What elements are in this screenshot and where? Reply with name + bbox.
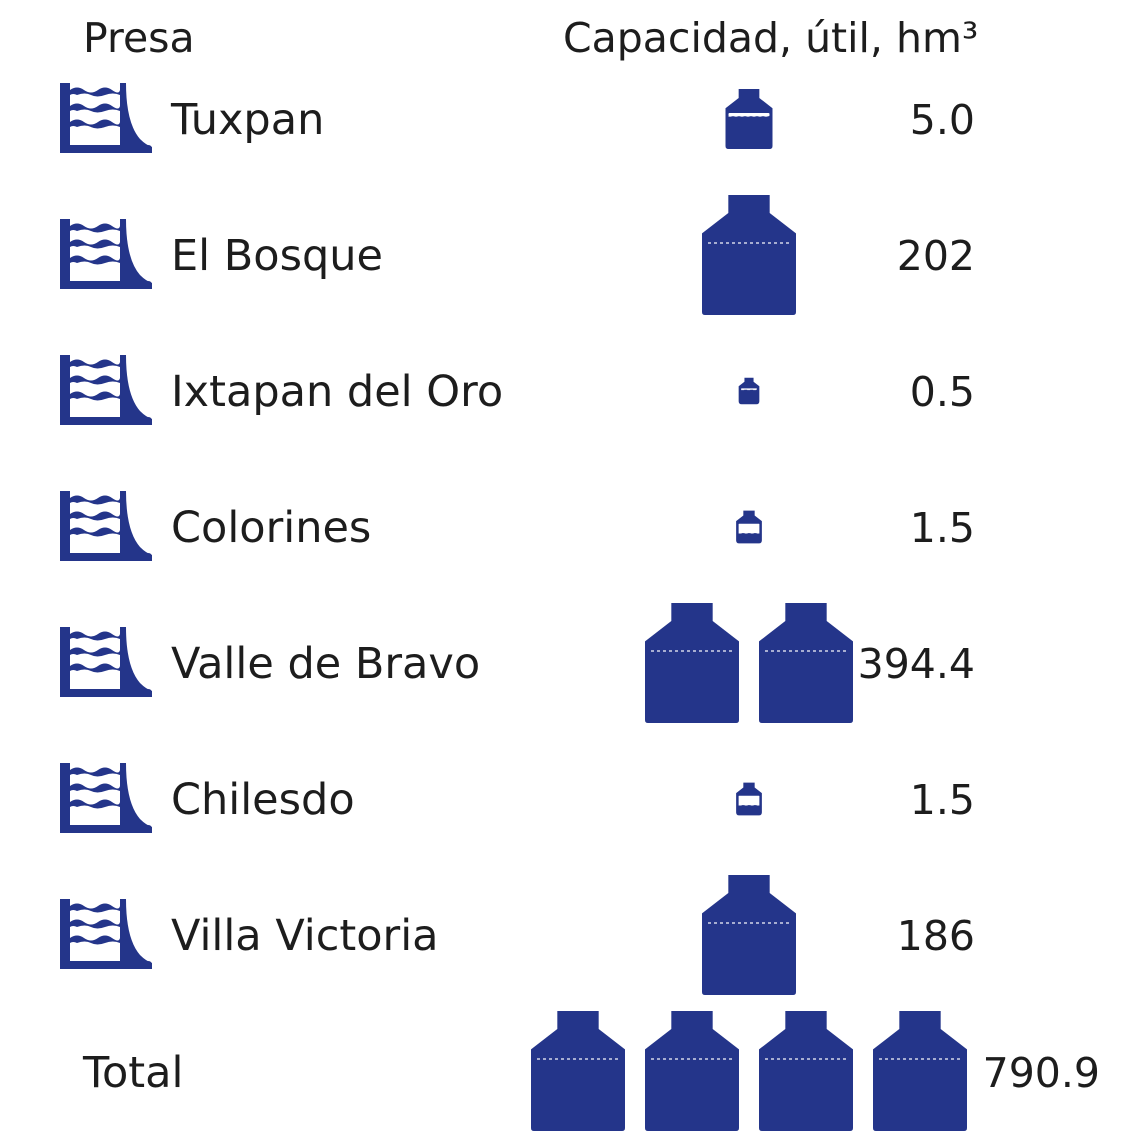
rows-group: Tuxpan 5.0 El Bosque 202 Ixtapan del Oro 0.5 C… (60, 83, 975, 995)
row-name: Colorines (171, 503, 371, 553)
row-value: 5.0 (910, 96, 975, 144)
total-label: Total (82, 1048, 183, 1098)
table-row: Colorines 1.5 (60, 491, 975, 561)
table-row: Tuxpan 5.0 (60, 83, 975, 153)
dam-icon (60, 219, 152, 289)
row-4-container-1 (736, 510, 762, 544)
row-value: 394.4 (858, 640, 975, 688)
row-name: Villa Victoria (171, 911, 439, 961)
table-row: El Bosque 202 (60, 195, 975, 315)
row-value: 0.5 (910, 368, 975, 416)
row-1-container-1 (725, 89, 773, 149)
table-row: Chilesdo 1.5 (60, 763, 975, 833)
row-value: 1.5 (910, 504, 975, 552)
table-row: Ixtapan del Oro 0.5 (60, 355, 975, 425)
row-5-container-1 (645, 603, 739, 723)
row-3-container-1 (738, 377, 760, 405)
dam-icon (60, 491, 152, 561)
total-row: Total 790.9 (82, 1011, 1100, 1131)
row-7-container-1 (702, 875, 796, 995)
total-value: 790.9 (983, 1049, 1100, 1097)
dam-icon (60, 83, 152, 153)
row-name: Tuxpan (170, 95, 324, 145)
row-value: 202 (897, 232, 975, 280)
dam-icon (60, 355, 152, 425)
column-header-presa: Presa (83, 14, 195, 62)
total-container-1 (531, 1011, 625, 1131)
dam-icon (60, 899, 152, 969)
total-container-2 (645, 1011, 739, 1131)
total-container-3 (759, 1011, 853, 1131)
row-5-container-2 (759, 603, 853, 723)
dam-icon (60, 627, 152, 697)
total-bottles (531, 1011, 967, 1131)
row-name: El Bosque (171, 231, 383, 281)
table-row: Valle de Bravo 394.4 (60, 603, 975, 723)
row-name: Valle de Bravo (171, 639, 480, 689)
row-value: 1.5 (910, 776, 975, 824)
table-row: Villa Victoria 186 (60, 875, 975, 995)
dam-icon (60, 763, 152, 833)
row-6-container-1 (736, 782, 762, 816)
row-2-container-1 (702, 195, 796, 315)
row-value: 186 (897, 912, 975, 960)
column-header-capacidad: Capacidad, útil, hm³ (563, 14, 978, 62)
row-name: Chilesdo (171, 775, 355, 825)
total-container-4 (873, 1011, 967, 1131)
row-name: Ixtapan del Oro (171, 367, 503, 417)
